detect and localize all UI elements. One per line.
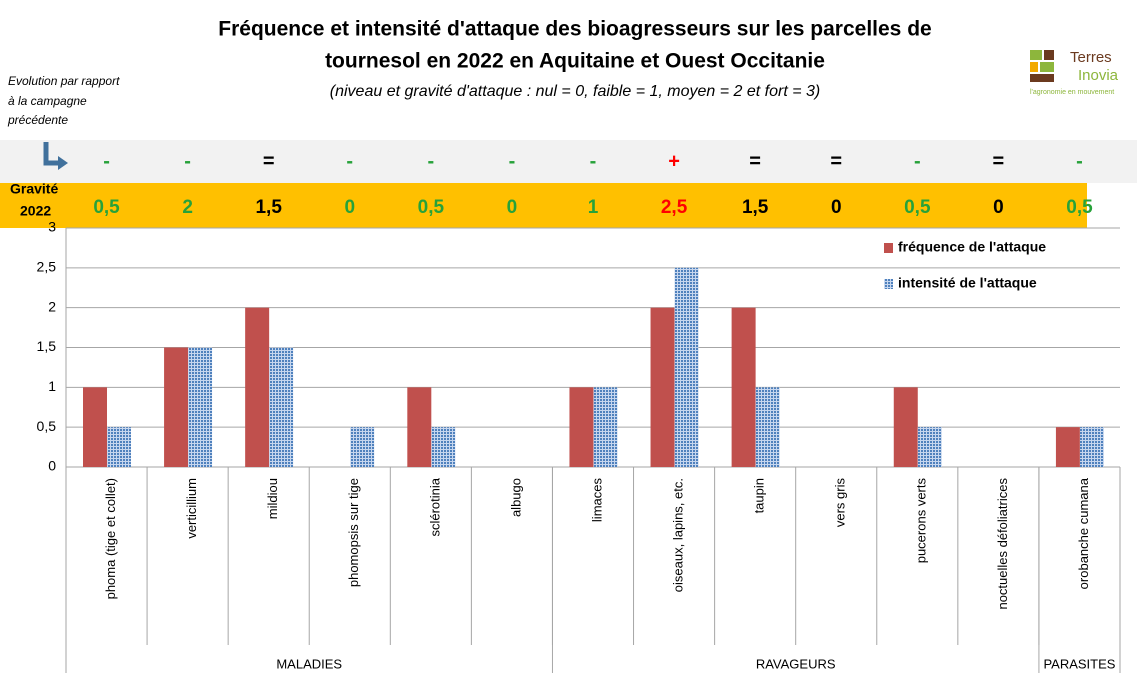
evolution-symbol: -: [1076, 150, 1083, 172]
gravite-value: 0: [344, 197, 355, 218]
y-tick-label: 2,5: [37, 259, 57, 275]
evolution-note: Evolution par rapport: [8, 74, 120, 88]
evolution-symbol: -: [509, 150, 516, 172]
bar: [164, 347, 189, 467]
bar: [1079, 427, 1104, 467]
gravite-label: Gravité: [10, 181, 58, 197]
group-label: MALADIES: [276, 656, 342, 671]
x-tick-label: vers gris: [833, 478, 848, 528]
x-tick-label: sclérotinia: [427, 477, 442, 536]
evolution-symbol: -: [428, 150, 435, 172]
gravite-value: 0: [507, 197, 518, 218]
logo-tagline: l'agronomie en mouvement: [1030, 89, 1114, 96]
gravite-label: 2022: [20, 203, 51, 219]
gravite-value: 2: [182, 197, 193, 218]
logo-square: [1030, 50, 1042, 60]
legend-swatch: [884, 243, 893, 253]
bar: [245, 307, 270, 467]
chart-title: Fréquence et intensité d'attaque des bio…: [218, 18, 931, 41]
evolution-symbol: +: [668, 150, 680, 172]
bar: [755, 387, 780, 467]
y-tick-label: 0: [48, 458, 56, 474]
x-tick-label: pucerons verts: [914, 478, 929, 564]
gravite-value: 0,5: [418, 197, 445, 218]
x-tick-label: mildiou: [265, 478, 280, 519]
x-tick-label: phomopsis sur tige: [346, 478, 361, 587]
logo: Terres Inovia l'agronomie en mouvement: [1030, 49, 1119, 96]
evolution-symbol: =: [993, 150, 1005, 172]
evolution-symbol: -: [103, 150, 110, 172]
x-tick-label: verticillium: [184, 478, 199, 539]
evolution-symbol: =: [830, 150, 842, 172]
bar: [569, 387, 594, 467]
evolution-symbol: =: [749, 150, 761, 172]
chart-title: tournesol en 2022 en Aquitaine et Ouest …: [325, 50, 825, 73]
subtitle: (niveau et gravité d'attaque : nul = 0, …: [330, 83, 820, 100]
group-label: RAVAGEURS: [756, 656, 836, 671]
logo-square: [1040, 62, 1054, 72]
y-tick-label: 3: [48, 219, 56, 235]
evolution-note: précédente: [7, 113, 68, 127]
bar: [83, 387, 107, 467]
x-tick-label: phoma (tige et collet): [103, 478, 118, 599]
gravite-value: 0: [831, 197, 842, 218]
legend-swatch: [884, 279, 893, 289]
bar: [593, 387, 618, 467]
x-tick-label: orobanche cumana: [1076, 477, 1091, 589]
legend-label: fréquence de l'attaque: [898, 239, 1046, 255]
gravite-value: 0: [993, 197, 1004, 218]
evolution-row: [0, 140, 1137, 183]
bar: [350, 427, 375, 467]
logo-text: Terres: [1070, 49, 1112, 66]
x-tick-label: taupin: [752, 478, 767, 513]
bar: [917, 427, 942, 467]
x-tick-label: oiseaux, lapins, etc.: [671, 478, 686, 592]
x-tick-label: limaces: [589, 478, 604, 523]
evolution-symbol: -: [590, 150, 597, 172]
bar: [107, 427, 131, 467]
bar: [731, 307, 756, 467]
x-tick-label: noctuelles défoliatrices: [995, 478, 1010, 610]
y-tick-label: 2: [48, 298, 56, 314]
evolution-note: à la campagne: [8, 94, 87, 108]
gravite-row: [0, 183, 1087, 228]
gravite-value: 0,5: [904, 197, 931, 218]
arrow-head: [58, 156, 68, 170]
gravite-value: 2,5: [661, 197, 688, 218]
logo-square: [1030, 74, 1054, 82]
y-tick-label: 0,5: [37, 418, 57, 434]
legend-label: intensité de l'attaque: [898, 275, 1037, 291]
x-tick-label: albugo: [508, 478, 523, 517]
bar: [407, 387, 432, 467]
arrow-icon: [43, 142, 60, 166]
group-label: PARASITES: [1043, 656, 1115, 671]
bar: [650, 307, 675, 467]
bar: [1055, 427, 1080, 467]
gravite-value: 1: [588, 197, 599, 218]
logo-square: [1044, 50, 1054, 60]
bar: [674, 267, 699, 467]
bar: [893, 387, 918, 467]
bar: [431, 427, 456, 467]
y-tick-label: 1: [48, 378, 56, 394]
gravite-value: 0,5: [93, 197, 120, 218]
evolution-symbol: =: [263, 150, 275, 172]
gravite-value: 1,5: [742, 197, 769, 218]
logo-text: Inovia: [1078, 67, 1119, 84]
gravite-value: 1,5: [255, 197, 282, 218]
logo-square: [1030, 62, 1038, 72]
gravite-value: 0,5: [1066, 197, 1093, 218]
evolution-symbol: -: [346, 150, 353, 172]
bar: [188, 347, 213, 467]
bar: [269, 347, 294, 467]
evolution-symbol: -: [184, 150, 191, 172]
y-tick-label: 1,5: [37, 338, 57, 354]
evolution-symbol: -: [914, 150, 921, 172]
